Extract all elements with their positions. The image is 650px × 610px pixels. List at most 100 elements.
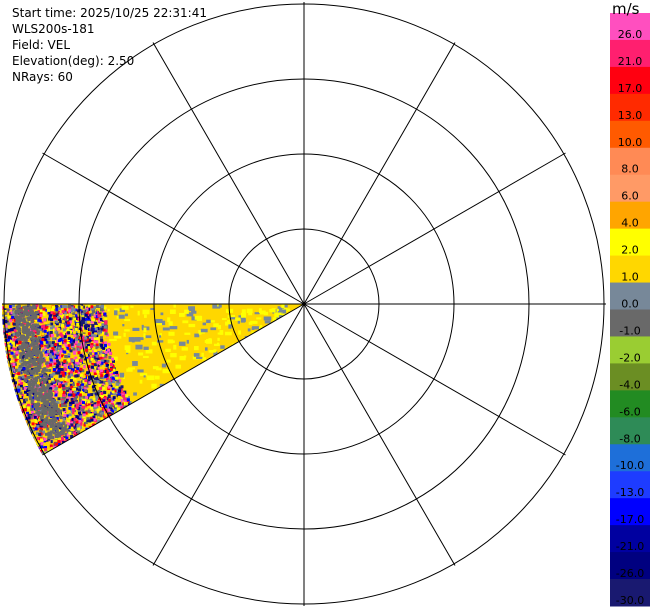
noise-gate <box>15 350 19 354</box>
noise-gate <box>77 371 80 375</box>
noise-gate <box>64 404 68 408</box>
noise-gate <box>56 379 60 383</box>
noise-gate <box>84 336 88 340</box>
noise-gate <box>94 352 98 356</box>
colorbar-label: -8.0 <box>619 432 640 445</box>
noise-gate <box>97 314 101 318</box>
noise-gate <box>19 355 23 359</box>
noise-gate <box>61 354 65 358</box>
noise-gate <box>34 423 38 427</box>
noise-gate <box>109 373 113 377</box>
noise-gate <box>5 333 8 337</box>
noise-gate <box>98 360 102 364</box>
noise-gate <box>97 319 101 323</box>
noise-gate <box>87 332 91 336</box>
noise-gate <box>25 353 29 357</box>
noise-gate <box>104 413 108 417</box>
noise-gate <box>55 376 59 380</box>
noise-gate <box>93 404 97 408</box>
noise-gate <box>57 410 61 413</box>
velocity-gate <box>79 348 86 353</box>
velocity-gate <box>276 312 282 315</box>
noise-gate <box>45 419 49 423</box>
noise-gate <box>80 311 84 315</box>
noise-gate <box>113 389 117 393</box>
velocity-gate <box>162 327 170 331</box>
noise-gate <box>99 400 102 404</box>
noise-gate <box>63 426 67 430</box>
noise-gate <box>81 397 85 401</box>
noise-gate <box>46 420 50 424</box>
noise-gate <box>5 364 9 368</box>
noise-gate <box>19 308 23 312</box>
noise-gate <box>44 448 48 451</box>
noise-gate <box>102 346 106 350</box>
noise-gate <box>9 355 13 359</box>
noise-gate <box>77 380 81 384</box>
noise-gate <box>51 325 55 329</box>
colorbar-swatch <box>610 93 650 122</box>
noise-gate <box>31 331 35 335</box>
noise-gate <box>88 419 92 423</box>
noise-gate <box>61 338 65 342</box>
noise-gate <box>24 331 28 335</box>
noise-gate <box>37 375 40 379</box>
noise-gate <box>115 407 119 411</box>
noise-gate <box>90 418 94 422</box>
noise-gate <box>70 370 73 374</box>
noise-gate <box>42 380 46 384</box>
velocity-gate <box>143 375 146 378</box>
noise-gate <box>50 322 54 326</box>
noise-gate <box>90 358 94 361</box>
noise-gate <box>81 328 84 332</box>
noise-gate <box>52 342 56 346</box>
noise-gate <box>36 364 40 368</box>
noise-gate <box>66 323 70 327</box>
noise-gate <box>42 374 46 378</box>
noise-gate <box>32 338 36 342</box>
noise-gate <box>41 448 45 452</box>
noise-gate <box>30 306 34 310</box>
noise-gate <box>74 433 78 437</box>
noise-gate <box>69 330 72 334</box>
colorbar-swatch <box>610 336 650 364</box>
noise-gate <box>94 324 98 328</box>
noise-gate <box>65 406 69 410</box>
noise-gate <box>86 324 90 328</box>
noise-gate <box>46 331 50 335</box>
noise-gate <box>101 394 104 397</box>
noise-gate <box>54 343 58 346</box>
noise-gate <box>101 307 105 311</box>
noise-gate <box>100 374 104 378</box>
noise-gate <box>35 411 39 415</box>
noise-gate <box>82 405 86 409</box>
velocity-gate <box>133 392 137 396</box>
noise-gate <box>87 346 91 350</box>
noise-gate <box>54 371 58 375</box>
noise-gate <box>28 322 32 326</box>
noise-gate <box>25 348 29 352</box>
noise-gate <box>107 342 111 346</box>
noise-gate <box>48 387 52 391</box>
noise-gate <box>12 363 16 366</box>
noise-gate <box>94 392 98 396</box>
noise-gate <box>78 369 82 373</box>
velocity-gate <box>285 314 291 317</box>
noise-gate <box>91 359 95 363</box>
noise-gate <box>87 320 91 324</box>
noise-gate <box>38 395 42 399</box>
noise-gate <box>70 421 74 425</box>
noise-gate <box>103 359 107 363</box>
noise-gate <box>60 400 64 404</box>
noise-gate <box>62 332 66 336</box>
noise-gate <box>31 436 35 440</box>
noise-gate <box>31 398 35 402</box>
noise-gate <box>34 342 38 346</box>
noise-gate <box>16 326 20 330</box>
noise-gate <box>85 355 89 359</box>
noise-gate <box>75 340 78 344</box>
noise-gate <box>77 348 81 352</box>
velocity-gate <box>186 339 189 344</box>
noise-gate <box>12 352 16 356</box>
